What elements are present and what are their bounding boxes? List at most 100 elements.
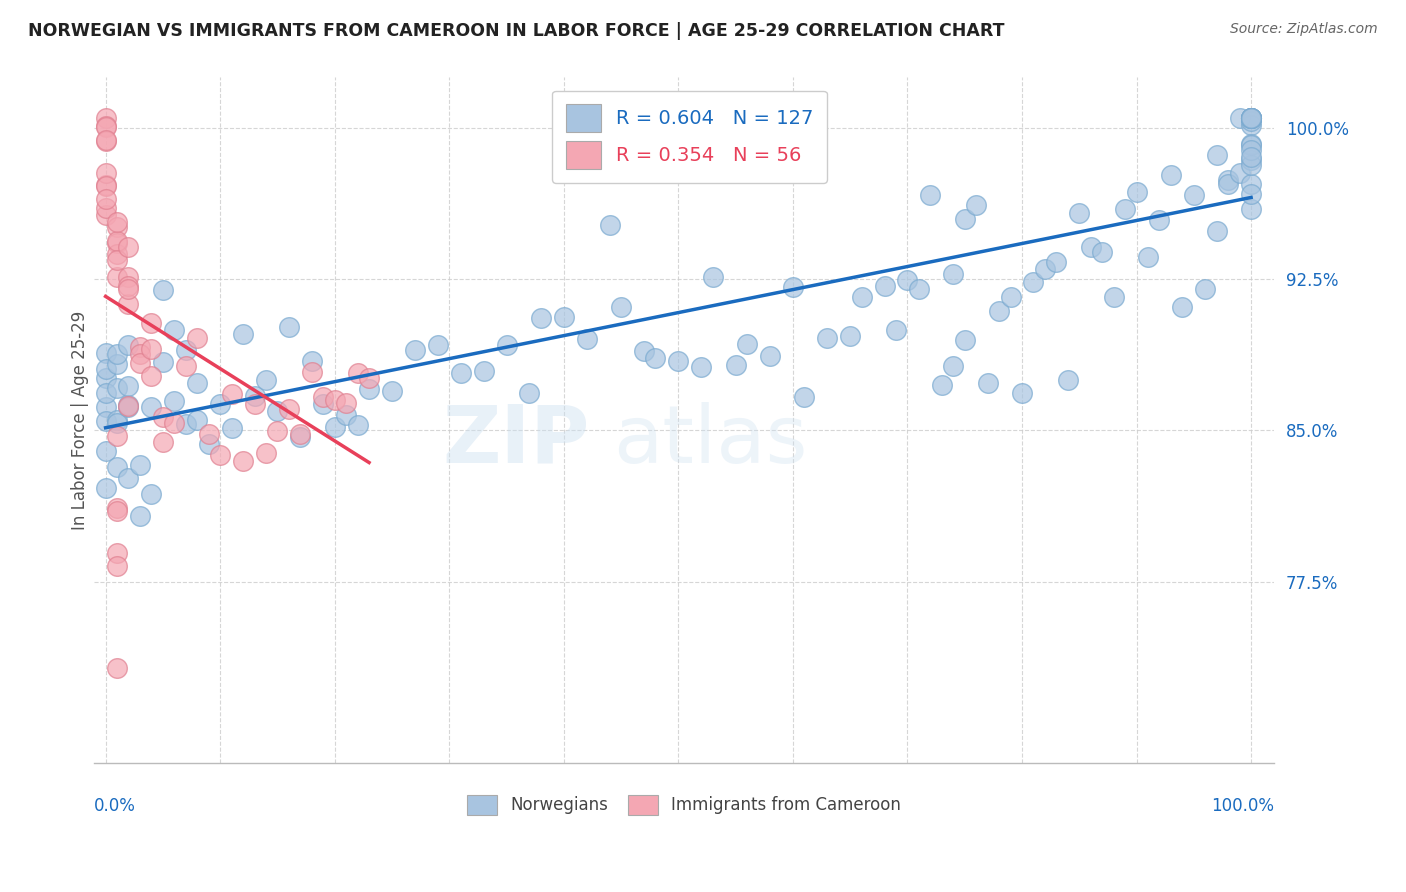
Point xyxy=(94,179,117,194)
Point xyxy=(1229,111,1251,125)
Point xyxy=(759,349,782,363)
Point xyxy=(1205,147,1227,161)
Point xyxy=(232,454,254,468)
Point xyxy=(174,359,197,373)
Point xyxy=(301,365,323,379)
Point xyxy=(105,357,128,371)
Text: ZIP: ZIP xyxy=(443,402,589,480)
Point xyxy=(953,212,976,227)
Point xyxy=(610,301,633,315)
Point xyxy=(301,353,323,368)
Point xyxy=(117,399,139,413)
Point xyxy=(335,396,357,410)
Point xyxy=(163,394,186,409)
Point xyxy=(117,282,139,296)
Point xyxy=(290,427,312,442)
Point xyxy=(141,487,163,501)
Point xyxy=(1240,138,1263,153)
Point xyxy=(105,270,128,285)
Point xyxy=(105,459,128,474)
Legend: Norwegians, Immigrants from Cameroon: Norwegians, Immigrants from Cameroon xyxy=(458,787,910,823)
Point xyxy=(953,333,976,347)
Text: atlas: atlas xyxy=(613,402,807,480)
Point xyxy=(1240,111,1263,125)
Point xyxy=(105,504,128,518)
Point xyxy=(254,373,277,387)
Point xyxy=(357,382,380,396)
Point xyxy=(1240,111,1263,125)
Text: Source: ZipAtlas.com: Source: ZipAtlas.com xyxy=(1230,22,1378,37)
Point xyxy=(221,387,243,401)
Point xyxy=(186,412,208,426)
Point xyxy=(495,338,517,352)
Point xyxy=(1240,118,1263,132)
Point xyxy=(1240,158,1263,172)
Point xyxy=(1114,202,1136,216)
Point xyxy=(1171,300,1194,314)
Point xyxy=(1069,206,1091,220)
Point xyxy=(1000,289,1022,303)
Point xyxy=(450,366,472,380)
Point xyxy=(117,378,139,392)
Point xyxy=(1182,187,1205,202)
Point xyxy=(965,198,987,212)
Point xyxy=(254,445,277,459)
Point xyxy=(105,347,128,361)
Point xyxy=(129,340,152,354)
Point xyxy=(94,346,117,360)
Point xyxy=(221,421,243,435)
Point xyxy=(690,359,713,374)
Point xyxy=(1240,113,1263,128)
Point xyxy=(884,323,907,337)
Point xyxy=(243,397,266,411)
Point xyxy=(1137,250,1160,264)
Point xyxy=(1240,153,1263,167)
Point xyxy=(942,359,965,373)
Point xyxy=(94,371,117,385)
Point xyxy=(94,443,117,458)
Point xyxy=(105,247,128,261)
Point xyxy=(129,346,152,360)
Point xyxy=(209,396,232,410)
Point xyxy=(163,323,186,337)
Point xyxy=(152,354,174,368)
Point xyxy=(519,386,541,401)
Point xyxy=(117,297,139,311)
Point xyxy=(129,458,152,472)
Point xyxy=(152,283,174,297)
Point xyxy=(232,327,254,342)
Point xyxy=(105,416,128,430)
Point xyxy=(312,397,335,411)
Point xyxy=(1240,136,1263,151)
Point xyxy=(117,269,139,284)
Point xyxy=(129,508,152,523)
Point xyxy=(94,208,117,222)
Point xyxy=(633,344,655,359)
Text: NORWEGIAN VS IMMIGRANTS FROM CAMEROON IN LABOR FORCE | AGE 25-29 CORRELATION CHA: NORWEGIAN VS IMMIGRANTS FROM CAMEROON IN… xyxy=(28,22,1005,40)
Point xyxy=(1160,168,1182,182)
Point xyxy=(988,303,1011,318)
Point xyxy=(1218,178,1240,192)
Point xyxy=(793,390,815,404)
Point xyxy=(1240,111,1263,125)
Point xyxy=(117,278,139,293)
Point xyxy=(896,273,918,287)
Y-axis label: In Labor Force | Age 25-29: In Labor Force | Age 25-29 xyxy=(72,310,89,530)
Point xyxy=(1045,255,1067,269)
Point xyxy=(105,220,128,235)
Point xyxy=(117,240,139,254)
Point xyxy=(186,331,208,345)
Point xyxy=(1091,244,1114,259)
Point xyxy=(105,413,128,427)
Point xyxy=(141,342,163,356)
Point xyxy=(1229,166,1251,180)
Point xyxy=(1240,143,1263,157)
Point xyxy=(599,218,621,232)
Point xyxy=(141,316,163,330)
Point xyxy=(105,500,128,515)
Point xyxy=(346,366,368,380)
Point xyxy=(141,400,163,414)
Point xyxy=(873,279,896,293)
Point xyxy=(117,338,139,352)
Point xyxy=(782,280,804,294)
